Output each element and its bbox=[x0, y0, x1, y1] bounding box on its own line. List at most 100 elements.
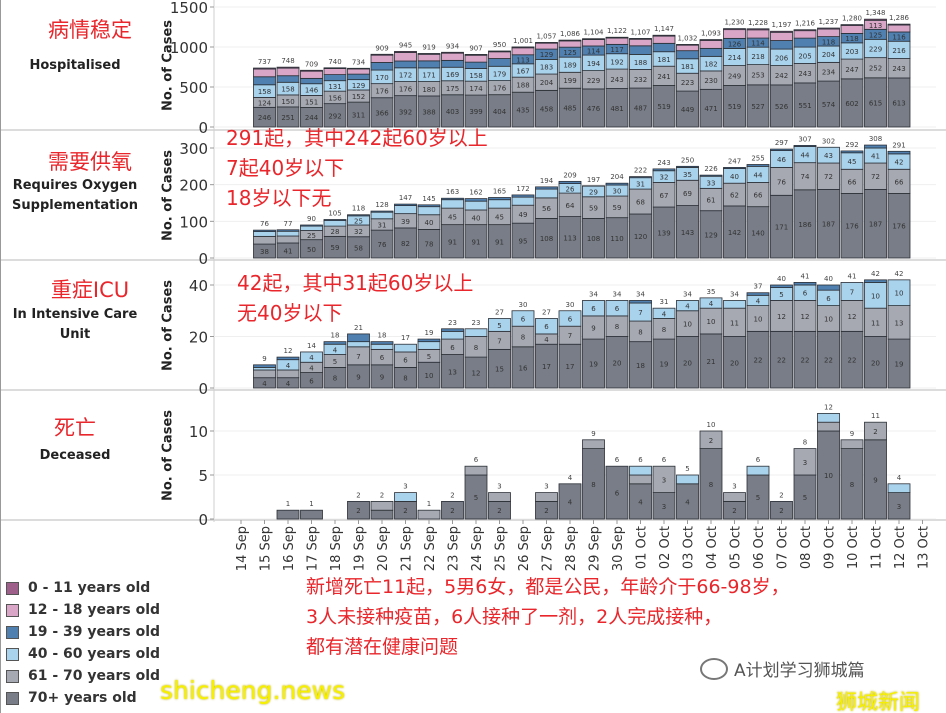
segment-label: 435 bbox=[516, 107, 529, 115]
bar-segment bbox=[605, 37, 629, 45]
y-tick-label: 1500 bbox=[170, 0, 208, 17]
segment-label: 3 bbox=[897, 503, 901, 511]
segment-label: 244 bbox=[305, 114, 319, 122]
bar-segment bbox=[605, 36, 629, 39]
segment-label: 30 bbox=[613, 188, 622, 196]
bar-segment bbox=[770, 31, 793, 41]
panel-title-en-oxygen-2: Supplementation bbox=[12, 198, 138, 213]
segment-label: 13 bbox=[448, 368, 457, 376]
segment-label: 129 bbox=[704, 231, 717, 239]
bar-segment bbox=[582, 39, 605, 47]
segment-label: 41 bbox=[284, 247, 293, 255]
segment-label: 156 bbox=[328, 94, 342, 102]
bar-segment bbox=[746, 29, 770, 39]
total-label: 907 bbox=[469, 44, 482, 52]
watermark-top: 狮城新闻 bbox=[836, 690, 920, 713]
segment-label: 292 bbox=[328, 112, 341, 120]
segment-label: 9 bbox=[356, 373, 360, 381]
bar-segment bbox=[723, 492, 746, 502]
bar-segment bbox=[417, 60, 441, 69]
bar-segment bbox=[605, 465, 629, 520]
total-label: 77 bbox=[284, 220, 293, 228]
segment-label: 6 bbox=[309, 377, 314, 385]
bar-segment bbox=[535, 42, 558, 50]
total-label: 3 bbox=[732, 483, 736, 491]
segment-label: 20 bbox=[871, 359, 880, 367]
bar-segment bbox=[347, 214, 370, 217]
bar-segment bbox=[253, 369, 276, 379]
total-label: 919 bbox=[422, 43, 435, 51]
bar-segment bbox=[370, 210, 394, 213]
segment-label: 76 bbox=[378, 241, 387, 249]
bar-segment bbox=[676, 44, 699, 46]
total-label: 2 bbox=[380, 491, 384, 499]
y-tick-label: 200 bbox=[179, 177, 208, 195]
total-label: 255 bbox=[751, 155, 764, 163]
total-label: 40 bbox=[824, 275, 833, 283]
total-label: 1,086 bbox=[560, 30, 581, 38]
segment-label: 476 bbox=[587, 105, 601, 113]
segment-label: 143 bbox=[681, 229, 694, 237]
legend-item: 40 - 60 years old bbox=[6, 646, 160, 662]
bar-segment bbox=[394, 343, 417, 353]
bar-segment bbox=[253, 235, 276, 245]
total-label: 2 bbox=[450, 491, 454, 499]
total-label: 34 bbox=[730, 290, 739, 298]
segment-label: 22 bbox=[801, 357, 810, 365]
segment-label: 113 bbox=[563, 234, 576, 242]
total-label: 162 bbox=[469, 189, 482, 197]
total-label: 18 bbox=[331, 332, 340, 340]
legend-label: 19 - 39 years old bbox=[28, 624, 161, 640]
segment-label: 21 bbox=[707, 358, 716, 366]
total-label: 307 bbox=[798, 135, 811, 143]
bar-segment bbox=[793, 29, 817, 32]
total-label: 27 bbox=[495, 308, 504, 316]
segment-label: 13 bbox=[895, 319, 904, 327]
bar-segment bbox=[441, 52, 464, 61]
annotation-line: 3人未接种疫苗，6人接种了一剂，2人完成接种， bbox=[306, 606, 723, 628]
bar-segment bbox=[370, 54, 394, 63]
bar-segment bbox=[887, 483, 911, 493]
segment-label: 3 bbox=[803, 459, 807, 467]
bar-segment bbox=[770, 148, 793, 151]
bar-segment bbox=[676, 474, 699, 485]
bar-segment bbox=[605, 182, 629, 186]
segment-label: 35 bbox=[683, 171, 692, 179]
segment-label: 66 bbox=[848, 178, 857, 186]
segment-label: 251 bbox=[281, 114, 294, 122]
total-label: 308 bbox=[869, 135, 882, 143]
segment-label: 8 bbox=[850, 481, 854, 489]
bar-segment bbox=[887, 279, 911, 307]
bar-segment bbox=[464, 54, 488, 63]
panel-title-en-hospitalised: Hospitalised bbox=[29, 58, 121, 73]
segment-label: 6 bbox=[544, 323, 549, 331]
bar-segment bbox=[417, 204, 441, 208]
segment-label: 59 bbox=[331, 244, 340, 252]
total-label: 12 bbox=[824, 403, 833, 411]
total-label: 6 bbox=[615, 456, 620, 464]
bar-segment bbox=[511, 46, 535, 49]
panel-title-cn-hospitalised: 病情稳定 bbox=[48, 18, 132, 42]
segment-label: 113 bbox=[869, 22, 882, 30]
panel-title-cn-deceased: 死亡 bbox=[54, 416, 96, 440]
segment-label: 131 bbox=[328, 83, 341, 91]
bar-segment bbox=[793, 30, 817, 39]
segment-label: 17 bbox=[566, 363, 575, 371]
x-tick-label: 23 Sep bbox=[447, 526, 462, 571]
segment-label: 129 bbox=[540, 51, 553, 59]
segment-label: 18 bbox=[636, 362, 645, 370]
segment-label: 194 bbox=[587, 60, 601, 68]
total-label: 1,237 bbox=[818, 18, 838, 26]
segment-label: 66 bbox=[754, 192, 763, 200]
panel-title-en-icu-1: In Intensive Care bbox=[12, 307, 138, 322]
x-tick-label: 28 Sep bbox=[564, 526, 579, 571]
segment-label: 602 bbox=[845, 100, 858, 108]
segment-label: 613 bbox=[892, 99, 905, 107]
segment-label: 129 bbox=[352, 82, 365, 90]
segment-label: 176 bbox=[493, 85, 507, 93]
total-label: 247 bbox=[728, 157, 741, 165]
bar-segment bbox=[488, 58, 511, 67]
segment-label: 7 bbox=[568, 332, 572, 340]
bar-segment bbox=[817, 28, 840, 37]
bar-segment bbox=[793, 282, 817, 286]
